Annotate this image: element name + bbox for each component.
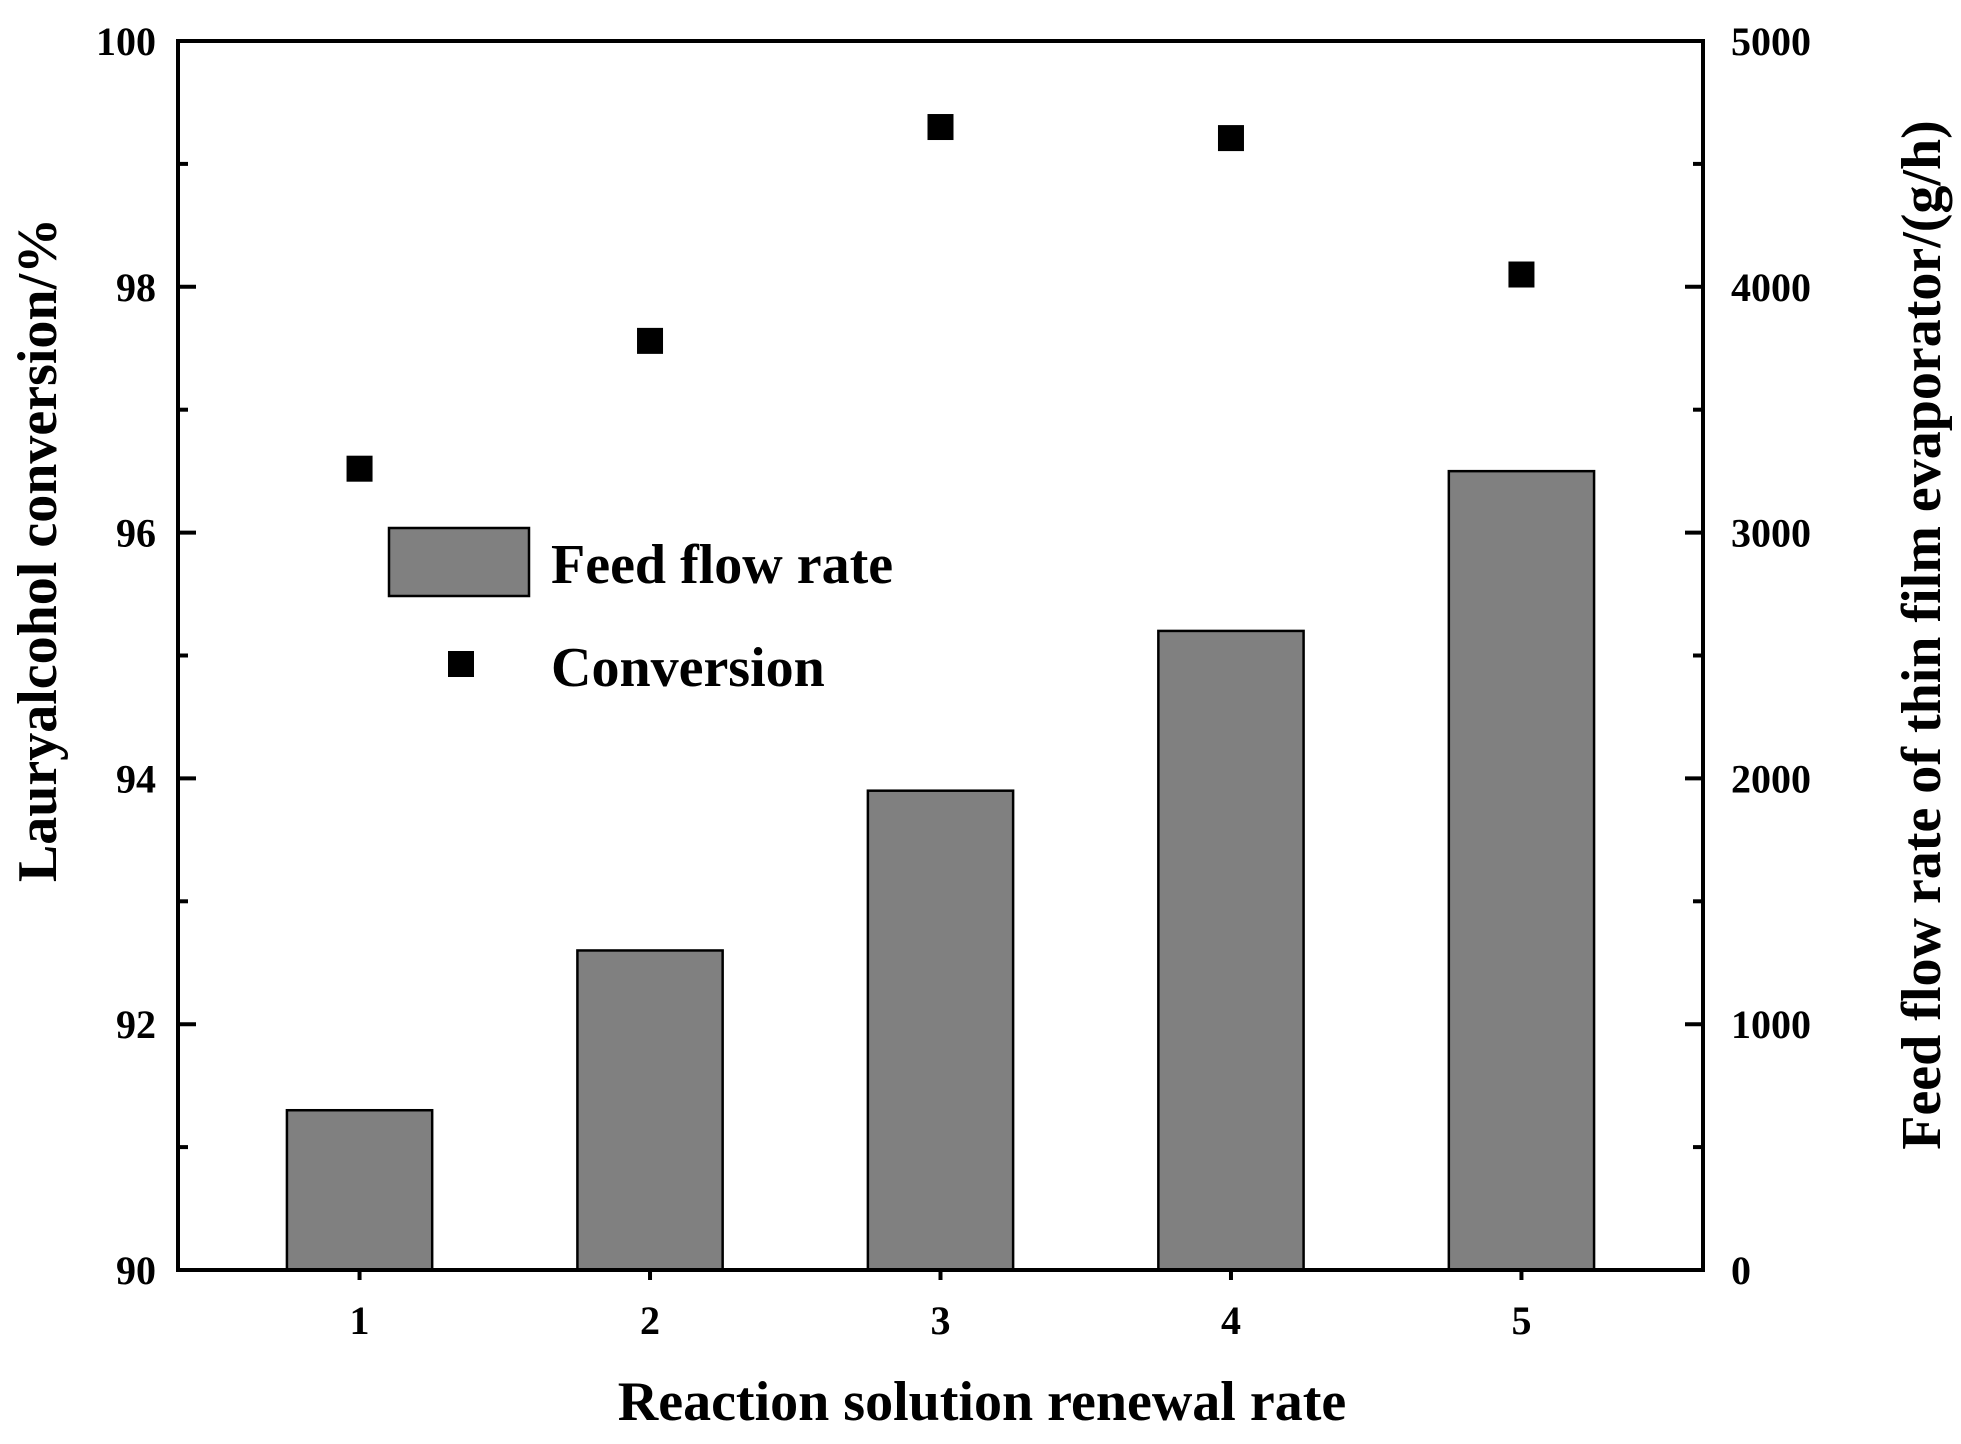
x-axis-title: Reaction solution renewal rate [618,1371,1346,1433]
bar-series [285,469,1596,1272]
point-2 [637,327,664,354]
right-tick-label: 2000 [1731,756,1811,801]
point-1 [346,455,373,482]
right-axis: 0 1000 2000 3000 4000 5000 [1685,19,1811,1293]
x-tick-label: 5 [1511,1298,1531,1343]
left-tick-label: 94 [116,756,156,801]
left-tick-label: 96 [116,511,156,556]
right-tick-label: 5000 [1731,19,1811,64]
right-tick-label: 0 [1731,1248,1751,1293]
bar-5 [1447,469,1596,1272]
right-tick-label: 4000 [1731,265,1811,310]
bar-3 [866,789,1015,1272]
right-axis-title: Feed flow rate of thin film evaporator/(… [1891,120,1953,1150]
legend-square-marker [448,651,474,677]
left-tick-label: 92 [116,1002,156,1047]
legend: Feed flow rate Conversion [387,526,893,699]
left-axis-title: Lauryalcohol conversion/% [7,218,69,882]
right-tick-label: 1000 [1731,1002,1811,1047]
point-5 [1508,261,1535,288]
x-tick-label: 3 [931,1298,951,1343]
x-tick-label: 2 [640,1298,660,1343]
point-3 [927,114,954,141]
left-tick-label: 100 [96,19,156,64]
legend-bar-swatch [387,526,531,598]
scatter-series [346,114,1535,482]
bar-1 [285,1108,434,1272]
legend-label-conversion: Conversion [551,637,825,699]
left-tick-label: 90 [116,1248,156,1293]
left-tick-label: 98 [116,265,156,310]
x-tick-label: 1 [350,1298,370,1343]
x-axis: 1 2 3 4 5 [350,1270,1531,1343]
point-4 [1217,125,1244,152]
left-axis: 90 92 94 96 98 100 [96,19,196,1293]
legend-label-feed-flow-rate: Feed flow rate [551,534,893,596]
x-tick-label: 4 [1221,1298,1241,1343]
bar-4 [1157,629,1305,1272]
bar-2 [576,949,724,1272]
right-tick-label: 3000 [1731,511,1811,556]
